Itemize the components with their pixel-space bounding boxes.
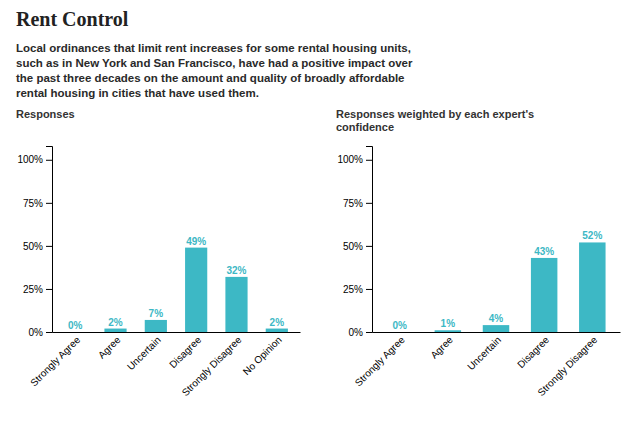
y-tick-label: 100% bbox=[17, 154, 43, 165]
y-tick-label: 0% bbox=[29, 327, 44, 338]
y-tick: 75% bbox=[343, 198, 372, 209]
y-tick-mark bbox=[46, 203, 52, 204]
y-axis: 0% 25% 50% 75% 100% bbox=[337, 147, 372, 338]
x-tick: Disagree bbox=[167, 334, 203, 370]
y-tick-label: 0% bbox=[349, 327, 364, 338]
y-tick-label: 25% bbox=[23, 284, 43, 295]
x-tick-label: Agree bbox=[96, 334, 123, 361]
chart-title: confidence bbox=[336, 121, 394, 133]
x-tick-label: Strongly Agree bbox=[353, 334, 407, 388]
y-tick-label: 50% bbox=[343, 241, 363, 252]
x-tick: Agree bbox=[428, 334, 455, 361]
x-axis-line bbox=[53, 332, 301, 333]
data-label: 0% bbox=[392, 320, 407, 331]
y-tick-mark bbox=[366, 203, 372, 204]
statement-line: rental housing in cities that have used … bbox=[16, 87, 259, 99]
x-axis: Strongly Agree AgreeUncertainDisagreeStro… bbox=[28, 333, 300, 399]
y-tick: 50% bbox=[343, 241, 372, 252]
y-tick-mark bbox=[46, 160, 52, 161]
y-tick: 0% bbox=[349, 327, 372, 338]
bar bbox=[483, 325, 509, 332]
bars bbox=[435, 242, 606, 332]
bar bbox=[225, 277, 247, 332]
x-tick-label: Uncertain bbox=[125, 334, 163, 372]
x-tick-label: Strongly Disagree bbox=[180, 334, 244, 398]
x-tick: Strongly Agree bbox=[353, 334, 407, 388]
x-tick-label: Agree bbox=[428, 334, 455, 361]
bar bbox=[104, 329, 126, 332]
x-tick-label: Disagree bbox=[515, 334, 551, 370]
chart: Responses weighted by each expert'sconfi… bbox=[336, 108, 621, 398]
data-label: 4% bbox=[489, 313, 504, 324]
bar bbox=[386, 332, 412, 333]
chart-title: Responses weighted by each expert's bbox=[336, 108, 534, 120]
y-tick: 100% bbox=[17, 154, 52, 165]
y-tick-mark bbox=[46, 332, 52, 333]
statement-line: Local ordinances that limit rent increas… bbox=[16, 42, 411, 54]
data-label: 2% bbox=[270, 317, 285, 328]
data-label: 49% bbox=[186, 236, 206, 247]
y-tick-label: 75% bbox=[23, 198, 43, 209]
data-label: 52% bbox=[582, 230, 602, 241]
page-title: Rent Control bbox=[16, 8, 129, 30]
bars bbox=[104, 248, 287, 332]
y-axis-line bbox=[46, 147, 53, 333]
y-axis-line bbox=[366, 147, 373, 333]
y-tick: 25% bbox=[23, 284, 52, 295]
bar bbox=[435, 330, 461, 332]
bar bbox=[579, 242, 605, 332]
x-tick: No Opinion bbox=[241, 334, 284, 377]
y-tick: 0% bbox=[29, 327, 52, 338]
x-axis: Strongly Agree Agree Uncertain DisagreeStro… bbox=[353, 333, 621, 399]
data-label: 7% bbox=[149, 308, 164, 319]
x-tick: Disagree bbox=[515, 334, 551, 370]
data-label: 0% bbox=[68, 320, 83, 331]
bar bbox=[531, 258, 557, 332]
x-tick: Uncertain bbox=[465, 334, 503, 372]
x-tick-label: No Opinion bbox=[241, 334, 284, 377]
data-label: 43% bbox=[534, 246, 554, 257]
y-tick-mark bbox=[366, 246, 372, 247]
x-tick-label: Strongly Disagree bbox=[535, 334, 599, 398]
x-tick-label: Uncertain bbox=[465, 334, 503, 372]
x-tick-label: Disagree bbox=[167, 334, 203, 370]
y-tick-label: 25% bbox=[343, 284, 363, 295]
chart-canvas: Rent Control Local ordinances that limit … bbox=[0, 0, 640, 421]
y-tick-mark bbox=[366, 332, 372, 333]
statement-line: the past three decades on the amount and… bbox=[16, 72, 405, 84]
x-tick: Strongly Disagree bbox=[180, 334, 244, 398]
statement-line: such as in New York and San Francisco, h… bbox=[16, 57, 413, 69]
bar bbox=[145, 320, 167, 332]
y-axis: 0% 25% 50% 75% 100% bbox=[17, 147, 52, 338]
x-tick: Strongly Disagree bbox=[535, 334, 599, 398]
x-tick-label: Strongly Agree bbox=[28, 334, 82, 388]
y-tick-mark bbox=[46, 246, 52, 247]
y-tick: 75% bbox=[23, 198, 52, 209]
y-tick-mark bbox=[366, 289, 372, 290]
y-tick: 50% bbox=[23, 241, 52, 252]
chart-title: Responses bbox=[16, 108, 75, 120]
y-tick: 100% bbox=[337, 154, 372, 165]
bar bbox=[64, 332, 86, 333]
x-axis-line bbox=[373, 332, 621, 333]
x-tick: Uncertain bbox=[125, 334, 163, 372]
x-tick: Strongly Agree bbox=[28, 334, 82, 388]
y-tick-mark bbox=[366, 160, 372, 161]
y-tick: 25% bbox=[343, 284, 372, 295]
y-tick-label: 75% bbox=[343, 198, 363, 209]
bar bbox=[266, 329, 288, 332]
y-tick-label: 100% bbox=[337, 154, 363, 165]
y-tick-label: 50% bbox=[23, 241, 43, 252]
y-tick-mark bbox=[46, 289, 52, 290]
bar bbox=[185, 248, 207, 332]
chart: Responses 0% 2% 7% 49% 32% 2% 0% 25% 50% 75% 100% St… bbox=[16, 108, 301, 398]
x-tick: Agree bbox=[96, 334, 123, 361]
data-label: 32% bbox=[226, 265, 246, 276]
data-label: 1% bbox=[441, 318, 456, 329]
data-label: 2% bbox=[108, 317, 123, 328]
